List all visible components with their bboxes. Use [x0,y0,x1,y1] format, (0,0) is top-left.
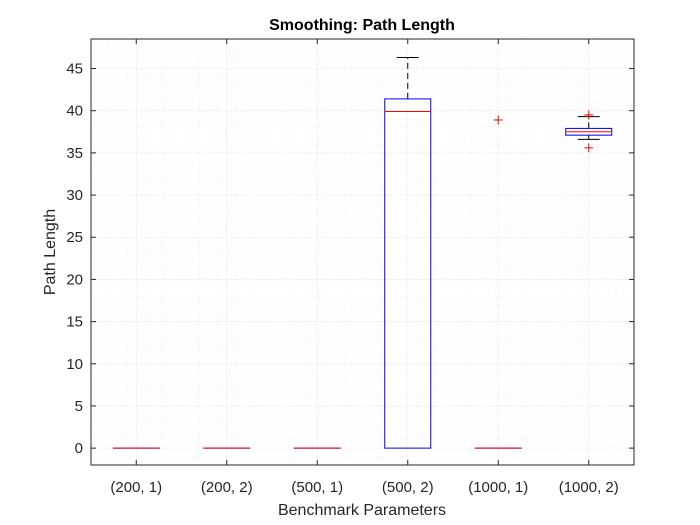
x-tick-label: (500, 2) [382,479,434,496]
y-tick-label: 5 [75,398,83,415]
outlier-marker [584,143,594,153]
box-group [384,57,432,449]
box-group [474,115,522,449]
y-tick-label: 30 [66,187,83,204]
grid-layer [91,39,634,466]
box-body [384,98,432,449]
y-tick-label: 45 [66,61,83,78]
y-tick-label: 35 [66,145,83,162]
box-group [565,110,613,153]
x-tick-label: (500, 1) [291,479,343,496]
y-tick-label: 40 [66,103,83,120]
x-tick-label: (1000, 1) [468,479,528,496]
x-tick-label: (1000, 2) [559,479,619,496]
outlier-marker [584,110,594,120]
y-tick-label: 10 [66,356,83,373]
ticks-layer: 0 5 10 15 20 25 30 35 40 45 (200, 1) (200, 2) (500, … [66,39,634,496]
y-tick-label: 15 [66,314,83,331]
plot-area-frame [90,38,635,466]
y-tick-label: 25 [66,229,83,246]
x-tick-label: (200, 1) [110,479,162,496]
marks-layer [112,57,613,449]
plot-area-background [91,39,634,465]
y-axis-label: Path Length [42,209,59,295]
x-axis-label: Benchmark Parameters [278,502,446,519]
y-tick-label: 0 [75,440,83,457]
chart-title: Smoothing: Path Length [269,17,455,34]
x-tick-label: (200, 2) [201,479,253,496]
y-tick-label: 20 [66,271,83,288]
outlier-marker [493,115,503,125]
